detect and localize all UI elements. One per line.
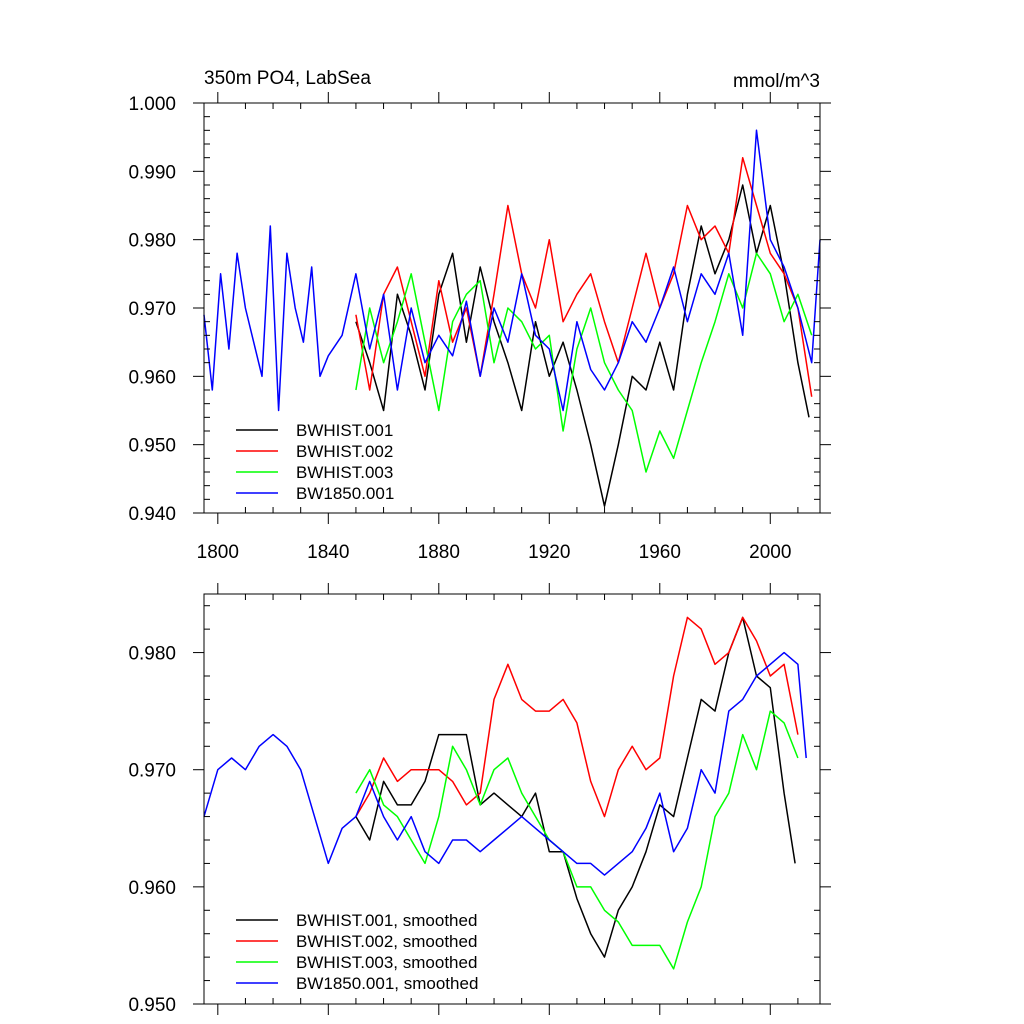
top-xtick-label-1960: 1960	[639, 542, 681, 563]
top-xtick-label-1880: 1880	[418, 542, 460, 563]
top-chart-title: 350m PO4, LabSea	[204, 68, 371, 89]
top-legend-label-2: BWHIST.003	[296, 463, 393, 482]
bot-series-line-3	[203, 651, 807, 876]
top-ytick-label-0: 0.940	[128, 504, 176, 525]
bot-ytick-label-2: 0.970	[128, 761, 176, 782]
top-ytick-label-2: 0.960	[128, 367, 176, 388]
bot-legend-label-1: BWHIST.002, smoothed	[296, 932, 477, 951]
top-series-layer	[203, 129, 821, 507]
bottom-series-layer	[203, 616, 807, 970]
top-xtick-label-1840: 1840	[307, 542, 349, 563]
bottom-ticks: 0.950 0.960 0.970 0.980	[128, 583, 831, 1016]
bot-legend-label-0: BWHIST.001, smoothed	[296, 911, 477, 930]
top-chart-units: mmol/m^3	[733, 71, 820, 92]
top-ytick-label-6: 1.000	[128, 94, 176, 115]
bot-series-line-0	[355, 616, 796, 958]
top-ytick-label-4: 0.980	[128, 231, 176, 252]
top-ytick-label-3: 0.970	[128, 299, 176, 320]
top-series-line-0	[355, 184, 810, 507]
top-xtick-label-2000: 2000	[749, 542, 791, 563]
bot-legend-label-3: BW1850.001, smoothed	[296, 974, 478, 993]
top-panel: 350m PO4, LabSea mmol/m^3 1800 1840 1880 19…	[128, 68, 831, 563]
top-xtick-label-1920: 1920	[528, 542, 570, 563]
top-ytick-label-1: 0.950	[128, 436, 176, 457]
top-legend-label-1: BWHIST.002	[296, 442, 393, 461]
bot-legend-label-2: BWHIST.003, smoothed	[296, 953, 477, 972]
bot-ytick-label-3: 0.980	[128, 644, 176, 665]
top-legend-label-3: BW1850.001	[296, 484, 394, 503]
top-xtick-label-1800: 1800	[197, 542, 239, 563]
top-legend-label-0: BWHIST.001	[296, 421, 393, 440]
bottom-panel: 0.950 0.960 0.970 0.980 BWHIST.001, smoothe…	[128, 583, 831, 1016]
top-ticks: 1800 1840 1880 1920 1960 2000 0.940 0.950 0.960 0…	[128, 92, 831, 563]
top-series-line-1	[355, 156, 813, 397]
top-series-line-3	[203, 129, 821, 412]
bottom-legend: BWHIST.001, smoothed BWHIST.002, smoothed…	[236, 911, 478, 993]
bot-series-line-1	[355, 616, 799, 818]
bot-series-line-2	[355, 710, 799, 970]
top-legend: BWHIST.001 BWHIST.002 BWHIST.003 BW1850.001	[236, 421, 394, 503]
bot-ytick-label-1: 0.960	[128, 878, 176, 899]
top-plot-frame	[203, 102, 821, 514]
bottom-plot-frame	[203, 593, 821, 1005]
top-ytick-label-5: 0.990	[128, 162, 176, 183]
bot-ytick-label-0: 0.950	[128, 995, 176, 1016]
